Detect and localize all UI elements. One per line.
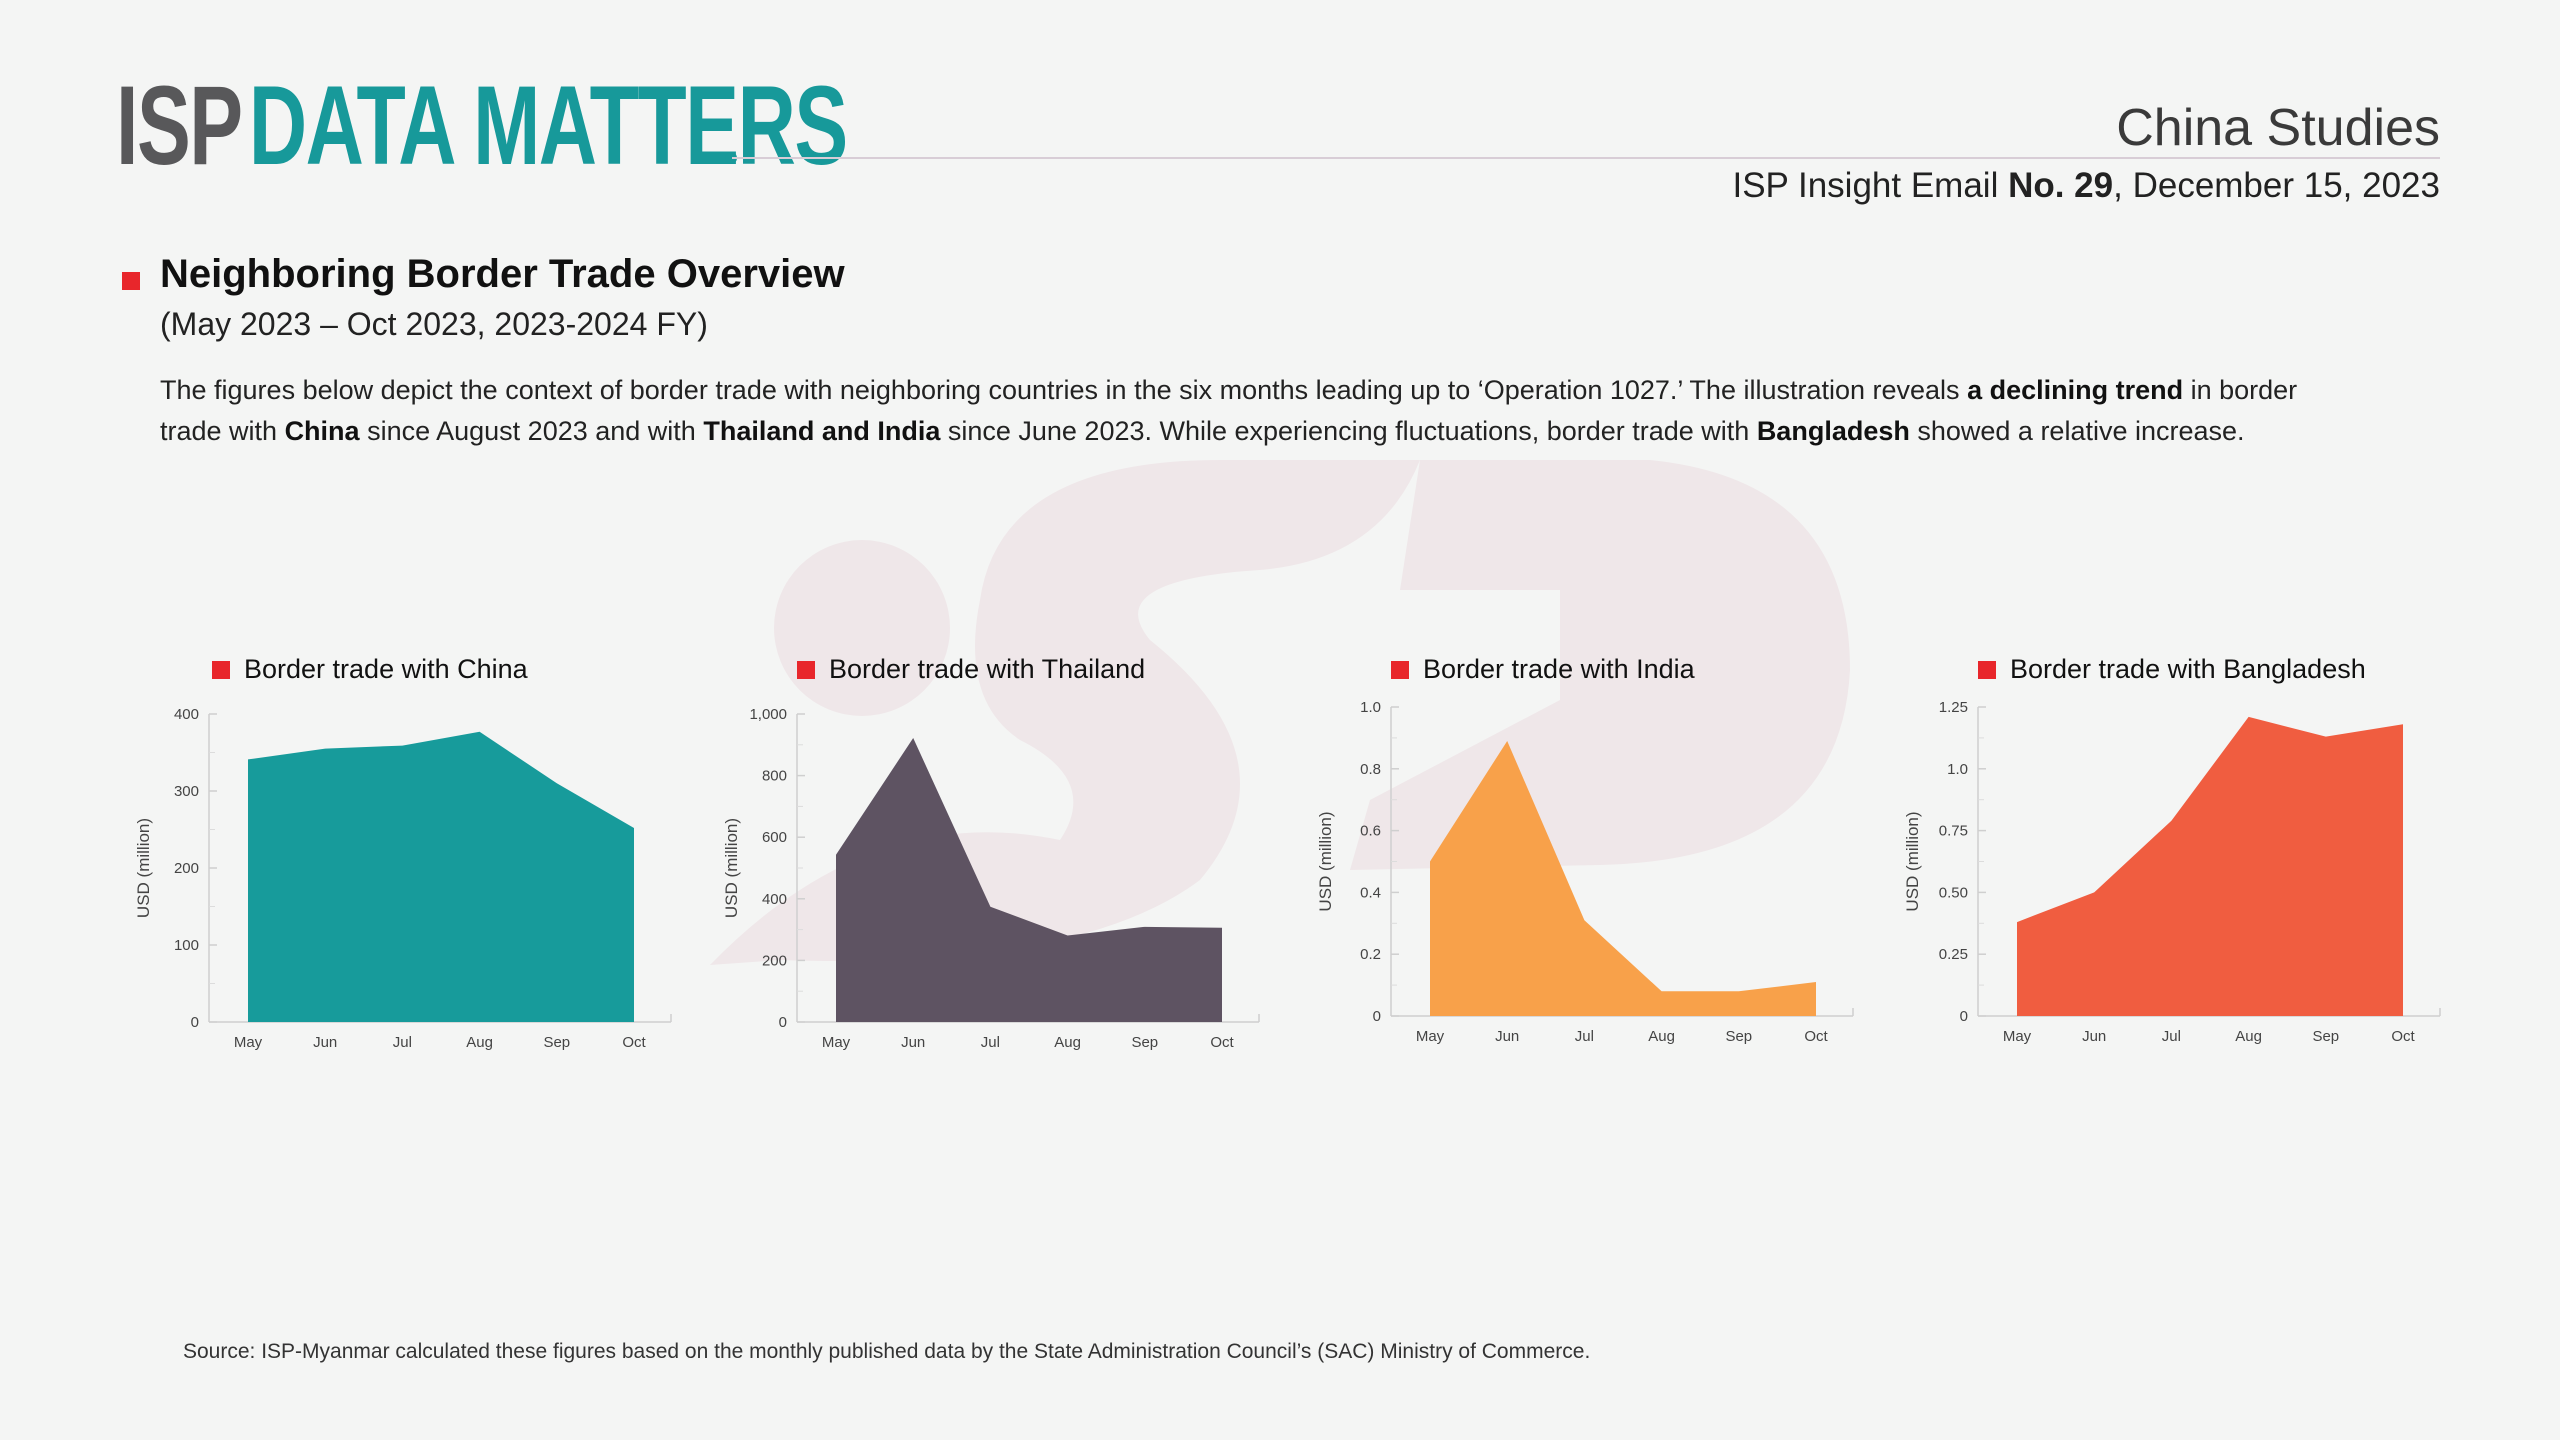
- y-tick-label: 200: [762, 952, 787, 969]
- y-tick-label: 0: [191, 1014, 199, 1031]
- legend-swatch: [212, 661, 230, 679]
- x-tick-label: Sep: [1131, 1034, 1158, 1051]
- x-tick-label: May: [1416, 1028, 1445, 1045]
- issue-line: ISP Insight Email No. 29, December 15, 2…: [1732, 166, 2440, 206]
- y-tick-label: 100: [174, 937, 199, 954]
- section-name: China Studies: [2116, 99, 2440, 157]
- area-india: [1430, 740, 1816, 1016]
- legend-thailand: Border trade with Thailand: [797, 654, 1145, 685]
- source-note: Source: ISP-Myanmar calculated these fig…: [183, 1340, 1591, 1363]
- y-tick-label: 600: [762, 829, 787, 846]
- x-tick-label: Oct: [622, 1034, 646, 1051]
- y-tick-label: 0.75: [1939, 823, 1968, 840]
- x-tick-label: Jul: [981, 1034, 1000, 1051]
- y-tick-label: 200: [174, 860, 199, 877]
- page-subtitle: (May 2023 – Oct 2023, 2023-2024 FY): [160, 306, 708, 342]
- y-tick-label: 0: [1373, 1008, 1381, 1025]
- y-tick-label: 300: [174, 783, 199, 800]
- y-tick-label: 0.25: [1939, 946, 1968, 963]
- x-tick-label: Aug: [1054, 1034, 1081, 1051]
- legend-india: Border trade with India: [1391, 654, 1695, 685]
- legend-swatch: [1978, 661, 1996, 679]
- chart-title: Border trade with India: [1423, 654, 1695, 684]
- x-tick-label: Sep: [543, 1034, 570, 1051]
- y-tick-label: 1.25: [1939, 699, 1968, 716]
- x-tick-label: Aug: [2235, 1028, 2262, 1045]
- description-paragraph: The figures below depict the context of …: [160, 370, 2300, 452]
- paragraph-text: The figures below depict the context of …: [160, 375, 1968, 405]
- chart-title: Border trade with Bangladesh: [2010, 654, 2366, 684]
- x-tick-label: Jun: [2082, 1028, 2106, 1045]
- area-bangladesh: [2017, 716, 2403, 1016]
- paragraph-text: since June 2023. While experiencing fluc…: [940, 416, 1757, 446]
- legend-swatch: [797, 661, 815, 679]
- y-tick-label: 400: [762, 891, 787, 908]
- emphasis-text: China: [284, 416, 360, 446]
- y-axis-label: USD (million): [134, 818, 153, 918]
- x-tick-label: Sep: [2312, 1028, 2339, 1045]
- x-tick-label: Jul: [2162, 1028, 2181, 1045]
- paragraph-text: showed a relative increase.: [1909, 416, 2245, 446]
- x-tick-label: Aug: [466, 1034, 493, 1051]
- chart-title: Border trade with China: [244, 654, 528, 684]
- issue-date: , December 15, 2023: [2113, 166, 2440, 205]
- x-tick-label: Sep: [1725, 1028, 1752, 1045]
- x-tick-label: Oct: [1210, 1034, 1234, 1051]
- x-tick-label: Jun: [901, 1034, 925, 1051]
- x-tick-label: Oct: [2391, 1028, 2415, 1045]
- logo-data-matters: DATA MATTERS: [248, 63, 848, 188]
- header-divider: [732, 157, 2440, 159]
- y-axis-label: USD (million): [722, 818, 741, 918]
- y-axis-label: USD (million): [1316, 811, 1335, 911]
- y-axis-label: USD (million): [1903, 811, 1922, 911]
- x-tick-label: May: [234, 1034, 263, 1051]
- chart-title: Border trade with Thailand: [829, 654, 1146, 684]
- y-tick-label: 1,000: [749, 706, 787, 723]
- x-tick-label: Aug: [1648, 1028, 1675, 1045]
- x-tick-label: Jun: [1495, 1028, 1519, 1045]
- issue-prefix: ISP Insight Email: [1732, 166, 2009, 205]
- logo: ISPDATA MATTERS: [116, 70, 848, 182]
- paragraph-text: since August 2023 and with: [359, 416, 704, 446]
- legend-swatch: [1391, 661, 1409, 679]
- x-tick-label: Jul: [1575, 1028, 1594, 1045]
- y-tick-label: 0: [779, 1014, 787, 1031]
- y-tick-label: 0.6: [1360, 823, 1381, 840]
- x-tick-label: May: [2003, 1028, 2032, 1045]
- issue-number: No. 29: [2008, 166, 2114, 205]
- x-tick-label: Oct: [1804, 1028, 1828, 1045]
- y-tick-label: 400: [174, 706, 199, 723]
- header-rule-dot: [725, 152, 737, 164]
- emphasis-text: Bangladesh: [1756, 416, 1910, 446]
- y-tick-label: 0.2: [1360, 946, 1381, 963]
- y-tick-label: 1.0: [1360, 699, 1381, 716]
- y-tick-label: 0: [1960, 1008, 1968, 1025]
- y-tick-label: 1.0: [1947, 761, 1968, 778]
- emphasis-text: a declining trend: [1967, 375, 2184, 405]
- x-tick-label: Jun: [313, 1034, 337, 1051]
- legend-china: Border trade with China: [212, 654, 528, 685]
- area-china: [248, 731, 634, 1022]
- emphasis-text: Thailand and India: [703, 416, 941, 446]
- paragraph-text: in border trade with: [160, 375, 2298, 446]
- x-tick-label: Jul: [393, 1034, 412, 1051]
- legend-bangladesh: Border trade with Bangladesh: [1978, 654, 2366, 685]
- area-thailand: [836, 738, 1222, 1022]
- y-tick-label: 800: [762, 768, 787, 785]
- y-tick-label: 0.8: [1360, 761, 1381, 778]
- x-tick-label: May: [822, 1034, 851, 1051]
- page-title: Neighboring Border Trade Overview: [160, 252, 845, 296]
- logo-isp: ISP: [116, 63, 243, 188]
- y-tick-label: 0.50: [1939, 884, 1968, 901]
- title-bullet: [122, 272, 140, 290]
- y-tick-label: 0.4: [1360, 884, 1381, 901]
